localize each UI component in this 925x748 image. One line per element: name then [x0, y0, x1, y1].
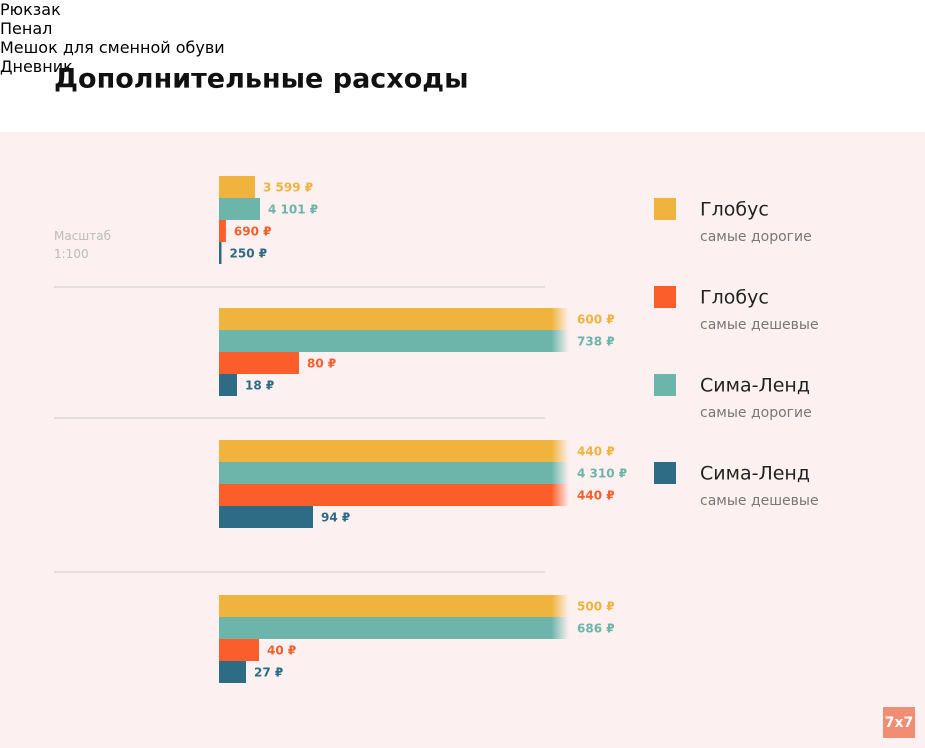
value-label: 4 101 ₽	[268, 203, 318, 217]
category-label: Рюкзак	[0, 0, 61, 19]
legend-swatch	[654, 286, 676, 308]
bar	[219, 484, 569, 506]
bar	[219, 374, 237, 396]
bar	[219, 176, 255, 198]
bar	[219, 220, 226, 242]
category-label: Мешок для сменной обуви	[0, 38, 225, 57]
value-label: 500 ₽	[577, 600, 615, 614]
bar	[219, 308, 569, 330]
category-label: Пенал	[0, 19, 53, 38]
legend-swatch	[654, 198, 676, 220]
value-label: 686 ₽	[577, 622, 615, 636]
bar	[219, 595, 569, 617]
value-label: 94 ₽	[321, 511, 350, 525]
legend-note: самые дешевые	[700, 317, 819, 333]
value-label: 440 ₽	[577, 489, 615, 503]
bar	[219, 462, 569, 484]
value-label: 40 ₽	[267, 644, 296, 658]
legend-note: самые дешевые	[700, 493, 819, 509]
legend-name: Сима-Ленд	[700, 375, 810, 397]
legend-swatch	[654, 374, 676, 396]
bar	[219, 440, 569, 462]
legend-name: Глобус	[700, 287, 769, 309]
logo-box	[883, 707, 915, 738]
bar	[219, 352, 299, 374]
value-label: 27 ₽	[254, 666, 283, 680]
bar	[219, 617, 569, 639]
category-label: Дневник	[0, 57, 73, 76]
scale-label: 1:100	[54, 247, 89, 261]
chart-title: Дополнительные расходы	[54, 64, 468, 95]
value-label: 3 599 ₽	[263, 181, 313, 195]
value-label: 690 ₽	[234, 225, 272, 239]
value-label: 250 ₽	[230, 247, 268, 261]
value-label: 80 ₽	[307, 357, 336, 371]
legend-name: Сима-Ленд	[700, 463, 810, 485]
bar	[219, 242, 222, 264]
scale-note: Масштаб	[54, 229, 112, 243]
bar	[219, 198, 261, 220]
bar	[219, 330, 569, 352]
bar	[219, 639, 259, 661]
logo: 7x7	[885, 715, 914, 731]
value-label: 440 ₽	[577, 445, 615, 459]
value-label: 738 ₽	[577, 335, 615, 349]
bar	[219, 661, 246, 683]
value-label: 600 ₽	[577, 313, 615, 327]
legend-swatch	[654, 462, 676, 484]
legend-note: самые дорогие	[700, 229, 812, 245]
value-label: 18 ₽	[245, 379, 274, 393]
bar	[219, 506, 313, 528]
legend-note: самые дорогие	[700, 405, 812, 421]
legend-name: Глобус	[700, 199, 769, 221]
value-label: 4 310 ₽	[577, 467, 627, 481]
